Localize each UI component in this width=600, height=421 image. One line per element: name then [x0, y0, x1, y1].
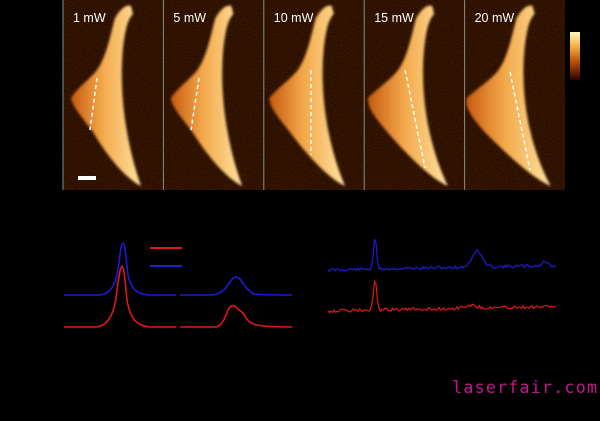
panel-power-label: 10 mW — [274, 11, 314, 25]
red-spectrum-left — [64, 265, 176, 328]
left-spectra — [64, 242, 293, 328]
panel-power-label: 1 mW — [73, 11, 106, 25]
panel-power-label: 5 mW — [173, 11, 206, 25]
cross-section-line — [190, 77, 200, 131]
blue-spectrum-left — [64, 242, 176, 296]
panel-power-label: 15 mW — [374, 11, 414, 25]
cross-section-line — [89, 77, 98, 131]
micrograph-panel: 10 mW — [263, 0, 345, 190]
flake-image — [170, 5, 243, 186]
scale-bar — [78, 176, 96, 180]
flake-image — [466, 5, 551, 186]
blue-spectrum-right — [327, 238, 557, 272]
micrograph-panel: 5 mW — [162, 0, 243, 190]
flake-image — [367, 5, 448, 186]
blue-spectrum-left-b — [180, 276, 293, 296]
flake-image — [269, 5, 345, 186]
right-spectra — [327, 238, 557, 314]
intensity-colorbar — [570, 32, 580, 80]
micrograph-panel: 20 mW — [464, 0, 551, 190]
cross-section-line — [509, 71, 531, 171]
red-spectrum-left-b — [180, 304, 293, 328]
watermark-text: laserfair.com — [452, 378, 599, 398]
micrograph-panel: 1 mW — [62, 0, 141, 190]
panel-power-label: 20 mW — [475, 11, 515, 25]
red-spectrum-right — [327, 279, 557, 314]
cross-section-line — [404, 69, 426, 169]
flake-image — [71, 5, 141, 186]
micrograph-panels: 1 mW 5 mW 10 mW 15 mW 20 mW — [62, 0, 551, 190]
micrograph-panel: 15 mW — [363, 0, 448, 190]
